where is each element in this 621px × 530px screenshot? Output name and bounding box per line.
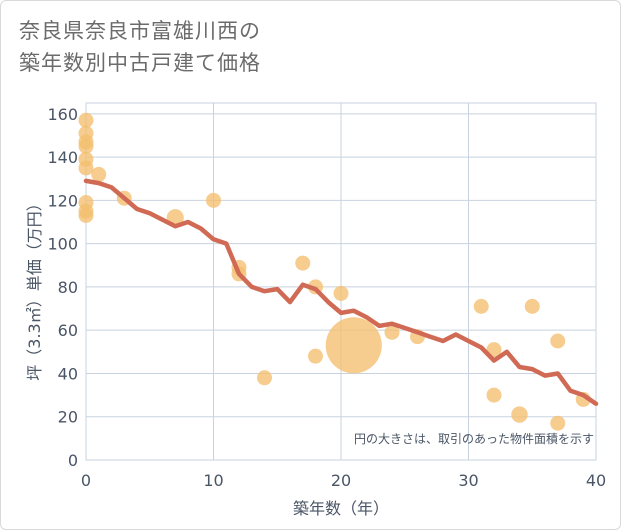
size-note: 円の大きさは、取引のあった物件面積を示す [354, 431, 594, 446]
data-point [78, 160, 94, 176]
data-point [78, 112, 94, 128]
data-point [78, 208, 94, 224]
data-point [473, 298, 489, 314]
data-point [295, 255, 311, 271]
chart-grid [85, 102, 597, 461]
data-point [550, 333, 566, 349]
y-tick-label: 0 [68, 451, 78, 470]
chart-title-line: 奈良県奈良市富雄川西の [19, 19, 261, 43]
data-point [511, 406, 528, 423]
y-tick-label: 160 [47, 105, 78, 124]
bubble-series [78, 112, 591, 431]
x-tick-label: 0 [81, 471, 91, 490]
data-point [384, 324, 400, 340]
data-point [78, 138, 94, 154]
data-point [333, 285, 349, 301]
x-tick-label: 40 [586, 471, 606, 490]
y-tick-label: 100 [47, 235, 78, 254]
chart-title-line: 築年数別中古戸建て価格 [19, 51, 261, 75]
data-point [486, 342, 502, 358]
y-tick-label: 140 [47, 148, 78, 167]
x-axis-label: 築年数（年） [293, 499, 389, 518]
x-tick-label: 10 [203, 471, 223, 490]
y-tick-label: 40 [58, 364, 78, 383]
x-tick-label: 30 [458, 471, 478, 490]
chart-title: 奈良県奈良市富雄川西の 築年数別中古戸建て価格 [19, 15, 439, 79]
data-point [206, 192, 221, 208]
data-point [486, 387, 502, 403]
y-tick-label: 60 [58, 321, 78, 340]
data-point [550, 415, 566, 431]
data-point [308, 348, 323, 364]
y-tick-label: 120 [47, 191, 78, 210]
average-line [83, 178, 599, 406]
data-point [524, 298, 540, 314]
chart-axes: 0 20 40 60 80 100 120 140 160 0 10 20 30 40 [47, 105, 606, 490]
y-axis-label: 坪（3.3㎡）単価（万円） [25, 195, 44, 380]
y-tick-label: 80 [58, 278, 78, 297]
x-tick-label: 20 [331, 471, 351, 490]
data-point [257, 370, 272, 386]
line-series-layer [83, 178, 599, 406]
data-point [91, 166, 107, 182]
y-tick-label: 20 [58, 408, 78, 427]
data-point [325, 317, 382, 374]
